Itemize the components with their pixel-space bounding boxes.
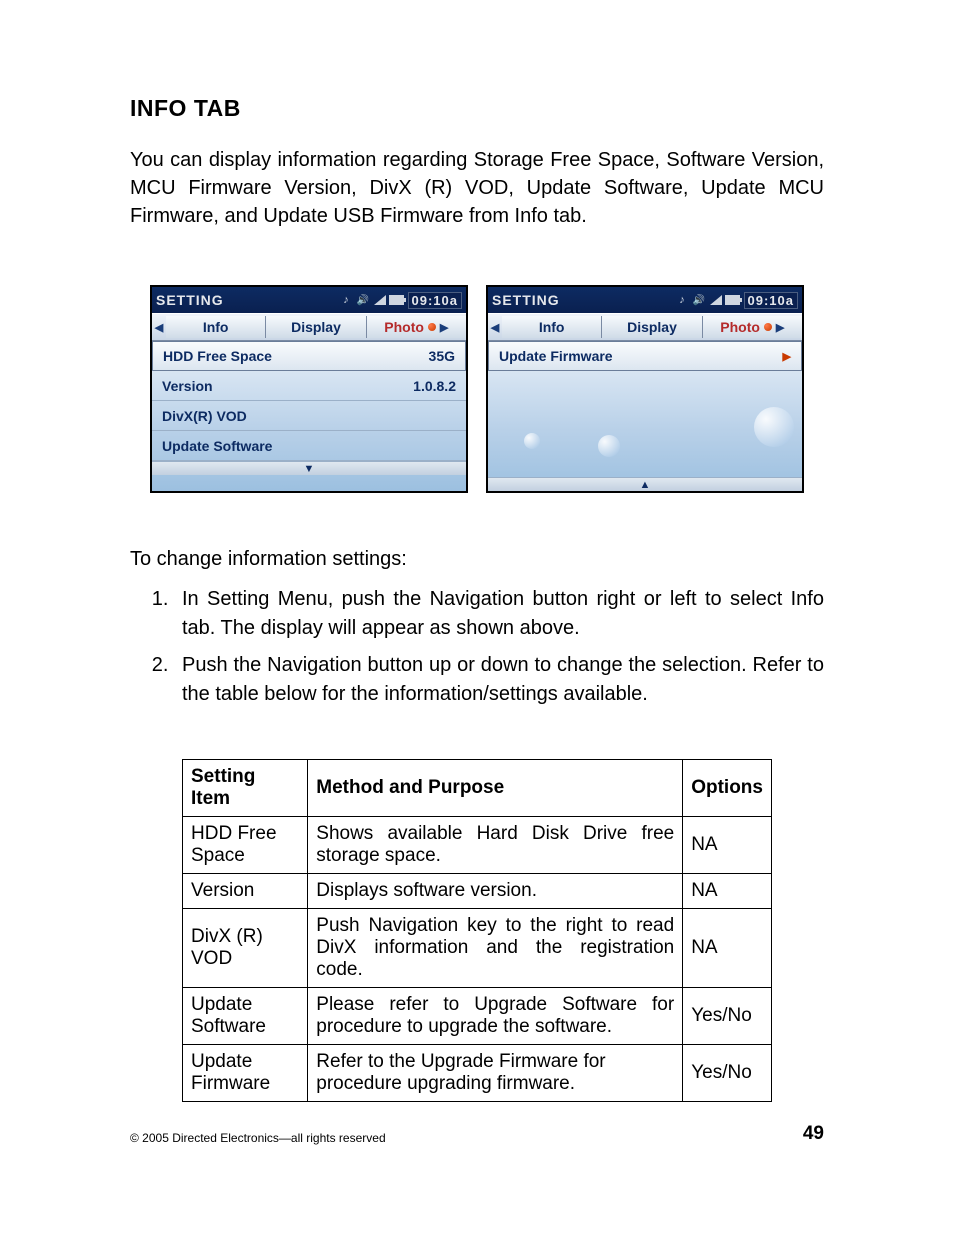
- scroll-up-icon[interactable]: ▲: [488, 477, 802, 491]
- titlebar: SETTING 09:10a: [152, 287, 466, 313]
- th-setting-item: Setting Item: [183, 760, 308, 817]
- status-icons: [676, 293, 740, 307]
- titlebar-text: SETTING: [492, 292, 676, 308]
- cell-options: NA: [683, 817, 772, 874]
- instructions-list: In Setting Menu, push the Navigation but…: [156, 585, 824, 709]
- photo-dot-icon: [428, 323, 436, 331]
- tab-photo[interactable]: Photo ▶: [367, 316, 466, 338]
- row-value: 35G: [429, 348, 455, 364]
- table-row: Update Firmware Refer to the Upgrade Fir…: [183, 1045, 772, 1102]
- row-label: Version: [162, 378, 213, 394]
- speaker-icon: [357, 293, 371, 307]
- photo-dot-icon: [764, 323, 772, 331]
- cell-options: Yes/No: [683, 988, 772, 1045]
- device-screenshots: SETTING 09:10a ◀ Info Display Photo ▶ HDD…: [130, 285, 824, 493]
- status-icons: [340, 293, 404, 307]
- row-label: HDD Free Space: [163, 348, 272, 364]
- music-icon: [340, 293, 354, 307]
- settings-list: HDD Free Space 35G Version 1.0.8.2 DivX(…: [152, 341, 466, 491]
- info-table: Setting Item Method and Purpose Options …: [182, 759, 772, 1102]
- step-2: Push the Navigation button up or down to…: [174, 651, 824, 709]
- clock: 09:10a: [744, 292, 798, 309]
- cell-method: Displays software version.: [308, 874, 683, 909]
- row-value: 1.0.8.2: [413, 378, 456, 394]
- row-hdd-free-space[interactable]: HDD Free Space 35G: [152, 341, 466, 371]
- table-row: Update Software Please refer to Upgrade …: [183, 988, 772, 1045]
- table-row: Version Displays software version. NA: [183, 874, 772, 909]
- row-label: Update Software: [162, 438, 272, 454]
- settings-list: Update Firmware ▶ ▲: [488, 341, 802, 491]
- tab-bar: ◀ Info Display Photo ▶: [488, 313, 802, 341]
- cell-item: Update Software: [183, 988, 308, 1045]
- row-arrow-right-icon: ▶: [783, 350, 791, 363]
- cell-item: DivX (R) VOD: [183, 909, 308, 988]
- signal-icon: [374, 295, 386, 305]
- tab-photo-label: Photo: [720, 319, 760, 335]
- th-method-purpose: Method and Purpose: [308, 760, 683, 817]
- device-panel-right: SETTING 09:10a ◀ Info Display Photo ▶ Upd…: [486, 285, 804, 493]
- tab-info[interactable]: Info: [502, 316, 602, 338]
- page-footer: © 2005 Directed Electronics—all rights r…: [130, 1123, 824, 1145]
- tab-arrow-left-icon[interactable]: ◀: [152, 321, 166, 334]
- table-row: HDD Free Space Shows available Hard Disk…: [183, 817, 772, 874]
- row-update-firmware[interactable]: Update Firmware ▶: [488, 341, 802, 371]
- clock: 09:10a: [408, 292, 462, 309]
- row-divx-vod[interactable]: DivX(R) VOD: [152, 401, 466, 431]
- cell-item: HDD Free Space: [183, 817, 308, 874]
- cell-method: Shows available Hard Disk Drive free sto…: [308, 817, 683, 874]
- intro-paragraph: You can display information regarding St…: [130, 146, 824, 230]
- row-update-software[interactable]: Update Software: [152, 431, 466, 461]
- music-icon: [676, 293, 690, 307]
- th-options: Options: [683, 760, 772, 817]
- tab-display[interactable]: Display: [266, 316, 366, 338]
- cell-method: Refer to the Upgrade Firmware for proced…: [308, 1045, 683, 1102]
- step-1: In Setting Menu, push the Navigation but…: [174, 585, 824, 643]
- cell-method: Push Navigation key to the right to read…: [308, 909, 683, 988]
- tab-arrow-right-icon[interactable]: ▶: [776, 321, 784, 334]
- row-label: DivX(R) VOD: [162, 408, 247, 424]
- speaker-icon: [693, 293, 707, 307]
- scroll-down-icon[interactable]: ▼: [152, 461, 466, 475]
- tab-info[interactable]: Info: [166, 316, 266, 338]
- tab-arrow-right-icon[interactable]: ▶: [440, 321, 448, 334]
- device-panel-left: SETTING 09:10a ◀ Info Display Photo ▶ HDD…: [150, 285, 468, 493]
- cell-options: Yes/No: [683, 1045, 772, 1102]
- instructions-lead: To change information settings:: [130, 548, 824, 571]
- titlebar: SETTING 09:10a: [488, 287, 802, 313]
- tab-display[interactable]: Display: [602, 316, 702, 338]
- battery-icon: [725, 295, 740, 305]
- cell-options: NA: [683, 909, 772, 988]
- tab-arrow-left-icon[interactable]: ◀: [488, 321, 502, 334]
- table-row: DivX (R) VOD Push Navigation key to the …: [183, 909, 772, 988]
- row-label: Update Firmware: [499, 348, 613, 364]
- tab-bar: ◀ Info Display Photo ▶: [152, 313, 466, 341]
- battery-icon: [389, 295, 404, 305]
- cell-item: Update Firmware: [183, 1045, 308, 1102]
- page-number: 49: [803, 1123, 824, 1145]
- tab-photo-label: Photo: [384, 319, 424, 335]
- signal-icon: [710, 295, 722, 305]
- table-header-row: Setting Item Method and Purpose Options: [183, 760, 772, 817]
- cell-item: Version: [183, 874, 308, 909]
- tab-photo[interactable]: Photo ▶: [703, 316, 802, 338]
- copyright-text: © 2005 Directed Electronics—all rights r…: [130, 1131, 386, 1145]
- page-title: INFO TAB: [130, 95, 824, 122]
- titlebar-text: SETTING: [156, 292, 340, 308]
- cell-method: Please refer to Upgrade Software for pro…: [308, 988, 683, 1045]
- cell-options: NA: [683, 874, 772, 909]
- decorative-bubbles: [488, 403, 802, 473]
- row-version[interactable]: Version 1.0.8.2: [152, 371, 466, 401]
